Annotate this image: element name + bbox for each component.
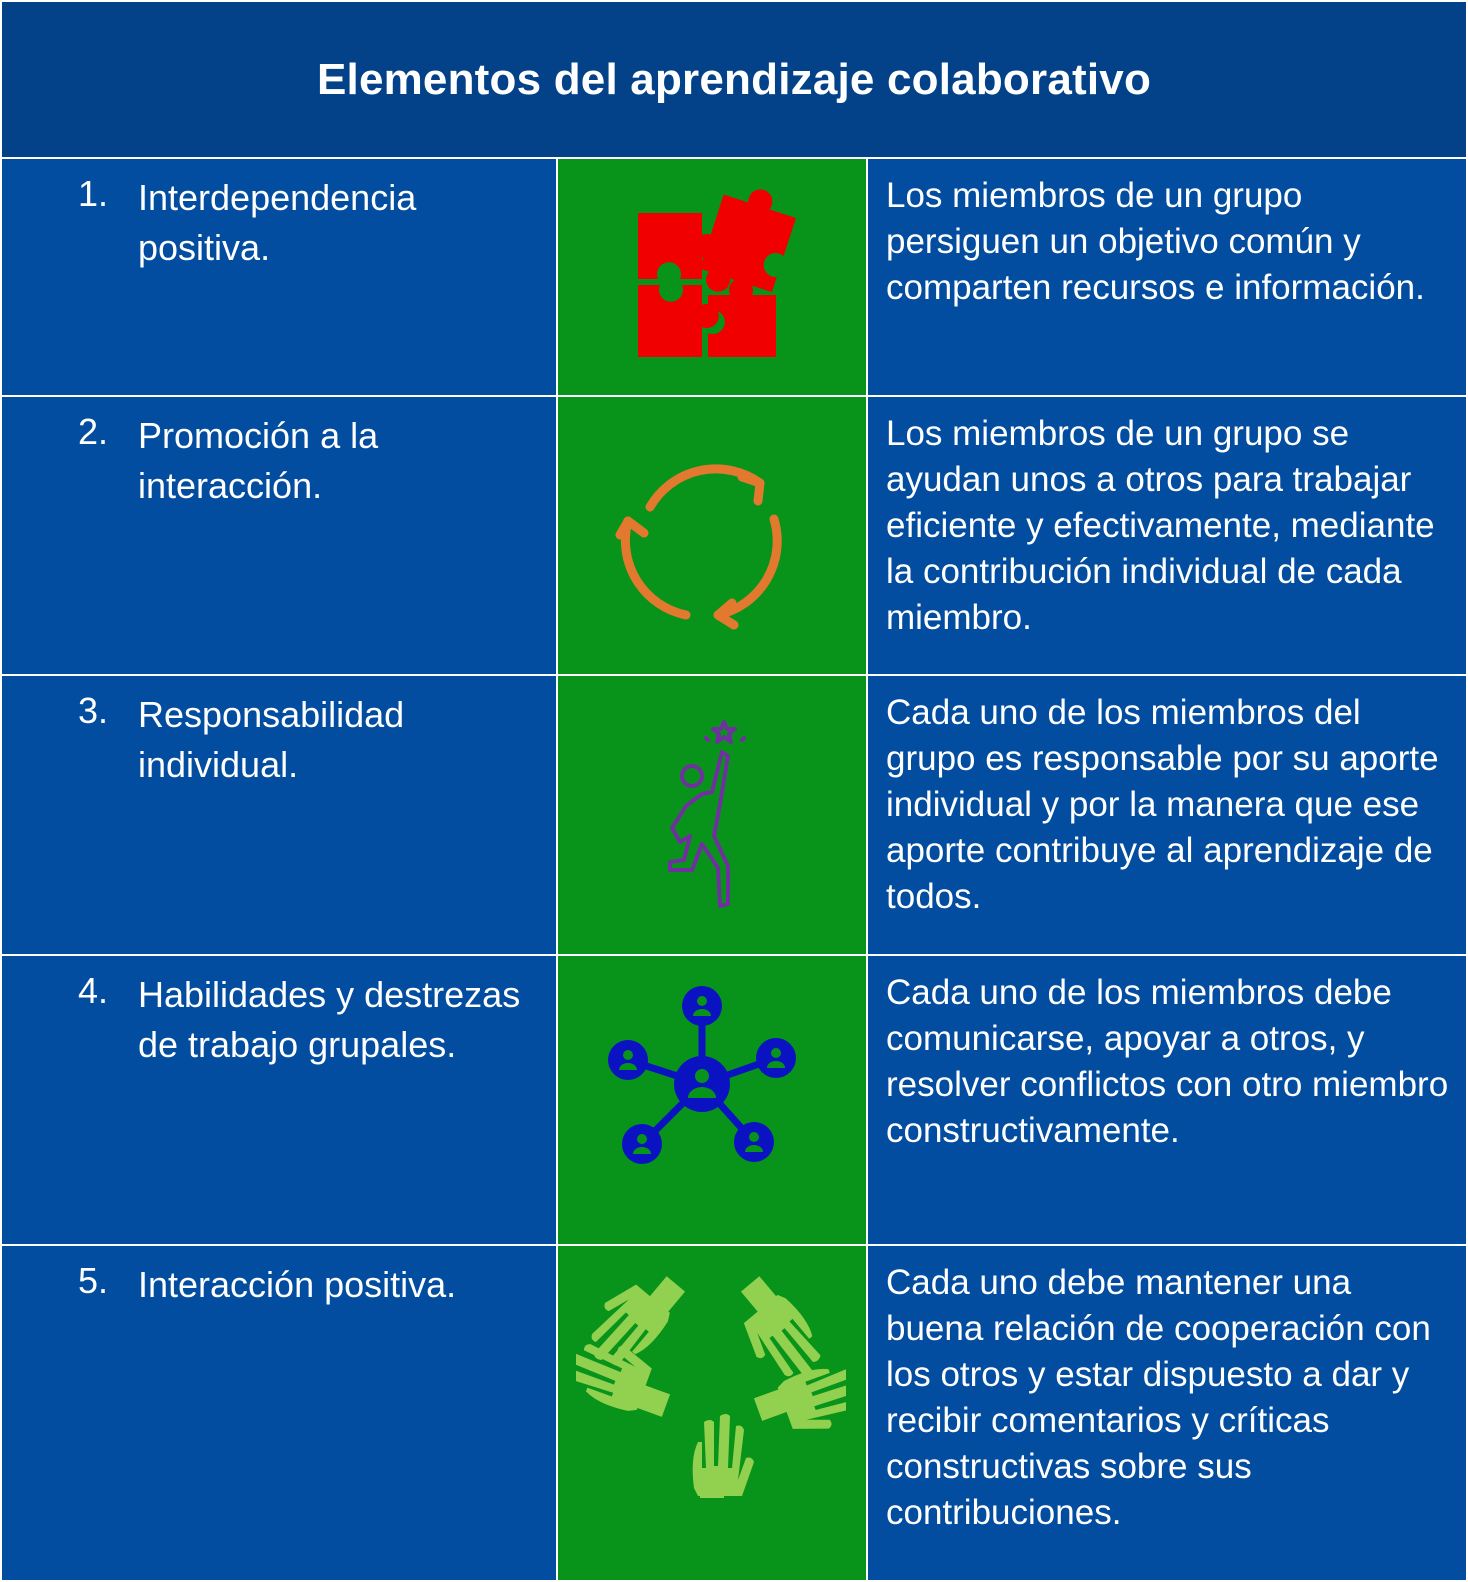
element-number: 1. bbox=[78, 173, 109, 214]
element-title: Promoción a la interacción. bbox=[138, 415, 379, 506]
element-name-cell: 5. Interacción positiva. bbox=[0, 1244, 558, 1582]
element-icon-cell bbox=[556, 395, 868, 676]
element-title: Interdependencia positiva. bbox=[138, 177, 417, 268]
table-header: Elementos del aprendizaje colaborativo bbox=[0, 0, 1468, 159]
element-description-cell: Cada uno de los miembros del grupo es re… bbox=[866, 674, 1468, 956]
element-icon-cell bbox=[556, 954, 868, 1246]
table-row: 1. Interdependencia positiva. bbox=[0, 157, 1468, 397]
element-number: 3. bbox=[78, 690, 109, 731]
element-description-cell: Los miembros de un grupo se ayudan unos … bbox=[866, 395, 1468, 676]
puzzle-icon bbox=[638, 189, 796, 357]
element-description-cell: Cada uno de los miembros debe comunicars… bbox=[866, 954, 1468, 1246]
element-description: Los miembros de un grupo se ayudan unos … bbox=[886, 414, 1435, 637]
element-description: Los miembros de un grupo persiguen un ob… bbox=[886, 176, 1425, 307]
element-title: Habilidades y destrezas de trabajo grupa… bbox=[138, 974, 521, 1065]
element-title: Interacción positiva. bbox=[138, 1264, 457, 1305]
element-description: Cada uno de los miembros debe comunicars… bbox=[886, 973, 1449, 1150]
element-number: 4. bbox=[78, 970, 109, 1011]
element-name-cell: 2. Promoción a la interacción. bbox=[0, 395, 558, 676]
person-reaching-star-icon bbox=[668, 720, 746, 908]
people-network-icon bbox=[608, 986, 796, 1164]
element-icon-cell bbox=[556, 1244, 868, 1582]
element-name-cell: 1. Interdependencia positiva. bbox=[0, 157, 558, 397]
table-row: 2. Promoción a la interacción. Los miemb… bbox=[0, 395, 1468, 676]
page-title: Elementos del aprendizaje colaborativo bbox=[316, 54, 1152, 104]
element-icon-cell bbox=[556, 674, 868, 956]
element-description-cell: Cada uno debe mantener una buena relació… bbox=[866, 1244, 1468, 1582]
table-row: 5. Interacción positiva. Cada uno debe m… bbox=[0, 1244, 1468, 1582]
element-name-cell: 4. Habilidades y destrezas de trabajo gr… bbox=[0, 954, 558, 1246]
element-title: Responsabilidad individual. bbox=[138, 694, 405, 785]
table-row: 3. Responsabilidad individual. Cada uno … bbox=[0, 674, 1468, 956]
element-description: Cada uno de los miembros del grupo es re… bbox=[886, 693, 1439, 916]
element-number: 2. bbox=[78, 411, 109, 452]
cycle-arrows-icon bbox=[615, 464, 782, 630]
element-description: Cada uno debe mantener una buena relació… bbox=[886, 1263, 1431, 1532]
joined-hands-icon bbox=[576, 1258, 846, 1498]
element-description-cell: Los miembros de un grupo persiguen un ob… bbox=[866, 157, 1468, 397]
element-name-cell: 3. Responsabilidad individual. bbox=[0, 674, 558, 956]
table-row: 4. Habilidades y destrezas de trabajo gr… bbox=[0, 954, 1468, 1246]
element-number: 5. bbox=[78, 1260, 109, 1301]
element-icon-cell bbox=[556, 157, 868, 397]
